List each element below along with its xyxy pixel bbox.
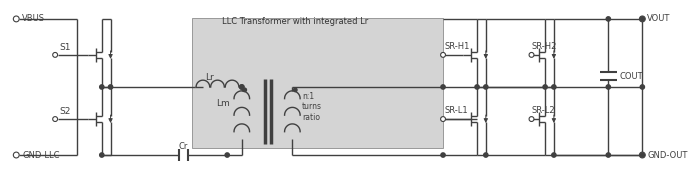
Bar <box>192 18 443 148</box>
Text: SR-L2: SR-L2 <box>531 106 555 115</box>
Text: GND-LLC: GND-LLC <box>22 150 60 159</box>
Circle shape <box>441 52 446 57</box>
Circle shape <box>239 85 244 89</box>
Text: S2: S2 <box>59 107 71 116</box>
Text: GND-OUT: GND-OUT <box>647 150 688 159</box>
Text: SR-H2: SR-H2 <box>531 42 557 51</box>
Text: Cr: Cr <box>179 142 188 151</box>
Text: S1: S1 <box>59 43 71 52</box>
Text: COUT: COUT <box>619 72 643 81</box>
Circle shape <box>13 152 19 158</box>
Text: Lr: Lr <box>205 73 214 82</box>
Circle shape <box>529 117 534 121</box>
Circle shape <box>606 153 610 157</box>
Circle shape <box>109 85 113 89</box>
Circle shape <box>552 85 556 89</box>
Circle shape <box>441 153 445 157</box>
Circle shape <box>484 153 488 157</box>
Text: VOUT: VOUT <box>647 14 671 23</box>
Text: SR-H1: SR-H1 <box>445 42 471 51</box>
Circle shape <box>484 85 488 89</box>
Circle shape <box>606 17 610 21</box>
Text: VBUS: VBUS <box>22 14 45 23</box>
Circle shape <box>475 85 479 89</box>
Circle shape <box>552 153 556 157</box>
Circle shape <box>543 85 547 89</box>
Circle shape <box>293 88 297 92</box>
Circle shape <box>640 153 644 157</box>
Circle shape <box>225 153 229 157</box>
Circle shape <box>13 16 19 22</box>
Text: Lm: Lm <box>217 99 230 108</box>
Circle shape <box>53 117 57 121</box>
Circle shape <box>53 52 57 57</box>
Text: SR-L1: SR-L1 <box>445 106 468 115</box>
Circle shape <box>639 16 645 22</box>
Circle shape <box>640 85 644 89</box>
Circle shape <box>529 52 534 57</box>
Text: n:1
turns
ratio: n:1 turns ratio <box>302 92 322 122</box>
Circle shape <box>441 117 446 121</box>
Circle shape <box>640 17 644 21</box>
Circle shape <box>100 85 104 89</box>
Circle shape <box>100 153 104 157</box>
Circle shape <box>239 85 244 89</box>
Circle shape <box>243 88 246 92</box>
Circle shape <box>639 152 645 158</box>
Circle shape <box>441 85 445 89</box>
Circle shape <box>606 85 610 89</box>
Text: LLC Transformer with integrated Lr: LLC Transformer with integrated Lr <box>222 17 369 26</box>
